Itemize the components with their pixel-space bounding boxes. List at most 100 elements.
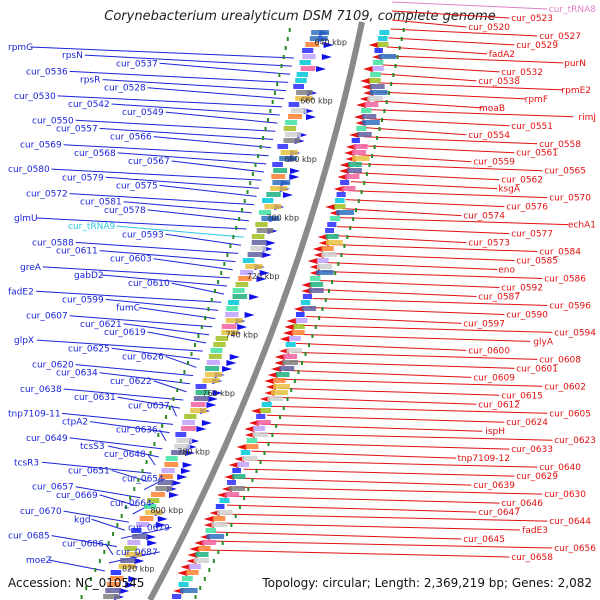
left-gene-label: cur_0593 — [122, 230, 164, 240]
left-gene-label: glpX — [14, 336, 34, 346]
left-gene-label: gabD2 — [74, 271, 104, 281]
feature-block-left — [205, 372, 223, 377]
right-gene-label: cur_0646 — [501, 499, 543, 509]
left-gene-label: cur_0580 — [8, 165, 50, 175]
feature-block-left — [251, 234, 265, 239]
feature-block-right — [361, 114, 377, 119]
right-gene-label: cur_0584 — [539, 248, 581, 258]
feature-block-left — [277, 144, 289, 149]
feature-block-right — [309, 276, 321, 281]
left-connector-line — [89, 421, 170, 434]
gc-dot-right — [331, 280, 334, 284]
feature-block-left — [295, 78, 307, 83]
gc-dot-right — [402, 28, 405, 32]
gc-dot-right — [390, 82, 393, 86]
feature-arrow-left — [282, 192, 293, 198]
left-gene-label: cur_0657 — [32, 483, 74, 493]
left-connector-line — [107, 445, 159, 458]
feature-arrow-right — [339, 162, 350, 168]
feature-block-right — [301, 306, 317, 311]
left-connector-line — [75, 486, 141, 499]
feature-block-left — [284, 132, 302, 137]
feature-block-right — [215, 504, 225, 509]
right-connector-line — [328, 253, 515, 262]
feature-block-left — [251, 240, 268, 245]
feature-arrow-left — [180, 468, 191, 474]
left-connector-line — [105, 543, 114, 555]
left-connector-line — [57, 95, 282, 108]
gc-dot-left — [217, 280, 220, 284]
gc-dot-left — [259, 145, 262, 149]
feature-block-right — [171, 594, 182, 599]
left-gene-label: kgd — [74, 515, 91, 525]
feature-block-left — [279, 156, 297, 161]
feature-block-left — [144, 504, 157, 509]
right-connector-line — [312, 297, 548, 306]
feature-arrow-left — [146, 534, 157, 540]
left-gene-label: cur_0686 — [62, 540, 104, 550]
left-gene-label: cur_0569 — [20, 141, 62, 151]
gc-dot-right — [226, 532, 229, 536]
gc-dot-right — [271, 433, 274, 437]
gc-dot-right — [263, 451, 266, 455]
feature-block-right — [353, 144, 368, 149]
left-connector-line — [153, 380, 187, 393]
left-connector-line — [111, 347, 200, 360]
feature-block-left — [213, 342, 226, 347]
gc-dot-left — [229, 244, 232, 248]
feature-arrow-left — [157, 516, 168, 522]
gc-dot-left — [157, 433, 160, 437]
feature-block-right — [369, 78, 381, 83]
left-connector-line — [84, 54, 293, 67]
feature-block-right — [179, 588, 198, 593]
feature-arrow-left — [212, 390, 223, 396]
left-gene-label: cur_0568 — [74, 149, 116, 159]
right-connector-line — [259, 432, 553, 441]
feature-arrow-left — [249, 294, 260, 300]
right-connector-line — [391, 19, 467, 28]
gc-dot-right — [221, 541, 224, 545]
gc-dot-left — [282, 55, 285, 59]
right-connector-line — [391, 10, 510, 19]
gene-feature-blocks — [103, 30, 397, 600]
left-connector-line — [48, 559, 105, 572]
gc-dot-left — [103, 550, 106, 554]
feature-arrow-right — [282, 330, 293, 336]
feature-block-right — [285, 342, 296, 347]
left-gene-label: cur_0621 — [80, 320, 122, 330]
scale-tick-label: 660 kbp — [300, 97, 333, 106]
right-connector-line — [270, 405, 548, 414]
gc-dot-left — [193, 343, 196, 347]
left-gene-label: fadE2 — [8, 287, 34, 297]
right-connector-line — [243, 468, 515, 477]
left-connector-line — [165, 111, 278, 124]
feature-block-right — [357, 132, 372, 137]
right-connector-line — [218, 522, 521, 531]
feature-block-right — [336, 192, 346, 197]
right-gene-label: rpmF — [525, 95, 548, 105]
gc-dot-right — [380, 118, 383, 122]
gc-dot-left — [137, 478, 140, 482]
feature-arrow-left — [306, 114, 317, 120]
gc-dot-left — [264, 127, 267, 131]
gc-dot-right — [286, 397, 289, 401]
feature-arrow-right — [203, 516, 214, 522]
left-gene-label: cur_0542 — [68, 100, 110, 110]
right-connector-line — [380, 73, 477, 82]
gc-dot-left — [213, 289, 216, 293]
right-gene-label: cur_0658 — [511, 553, 553, 563]
feature-block-right — [270, 390, 288, 395]
feature-block-left — [145, 510, 163, 515]
gc-dot-left — [98, 559, 101, 563]
gc-dot-right — [373, 145, 376, 149]
feature-block-right — [302, 294, 313, 299]
feature-arrow-right — [279, 336, 290, 342]
feature-block-left — [131, 528, 142, 533]
feature-block-left — [127, 540, 141, 545]
feature-block-left — [309, 36, 328, 41]
left-gene-label: cur_0634 — [56, 369, 98, 379]
left-connector-line — [159, 184, 257, 197]
feature-block-left — [266, 192, 281, 197]
right-connector-line — [342, 208, 462, 217]
